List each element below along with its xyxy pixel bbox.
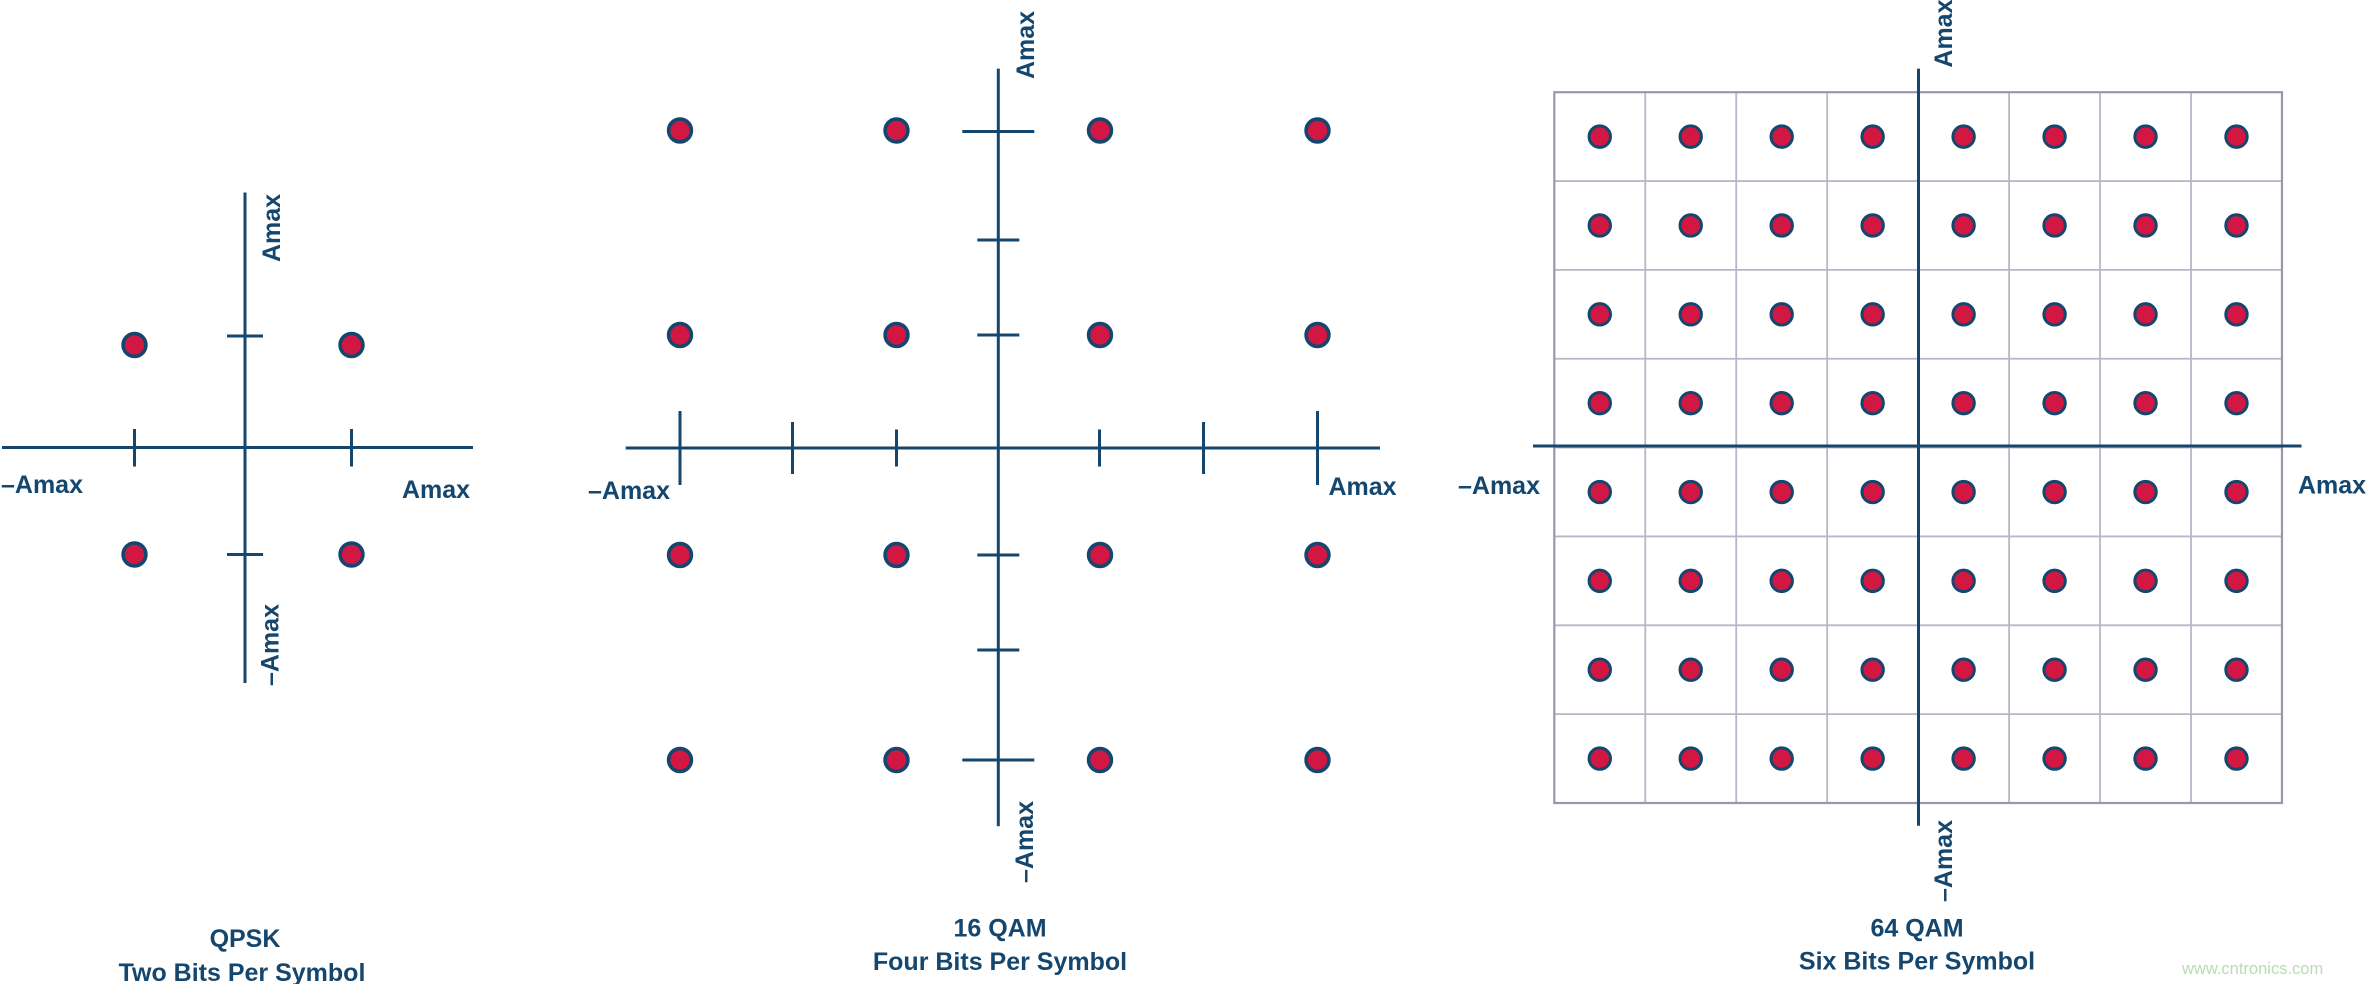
svg-text:–Amax: –Amax [257, 604, 285, 686]
svg-text:–Amax: –Amax [588, 477, 670, 505]
svg-text:QPSK: QPSK [210, 925, 281, 953]
svg-text:–Amax: –Amax [1930, 820, 1958, 902]
svg-text:Amax: Amax [1012, 11, 1040, 79]
svg-text:64 QAM: 64 QAM [1870, 915, 1963, 943]
svg-text:Amax: Amax [1329, 473, 1397, 501]
svg-text:Amax: Amax [1930, 0, 1958, 68]
svg-text:Amax: Amax [402, 476, 470, 504]
svg-text:www.cntronics.com: www.cntronics.com [2181, 960, 2323, 978]
svg-text:Amax: Amax [2298, 472, 2366, 500]
svg-text:Six Bits Per Symbol: Six Bits Per Symbol [1799, 948, 2035, 976]
svg-text:–Amax: –Amax [1011, 801, 1039, 883]
svg-text:Two Bits Per Symbol: Two Bits Per Symbol [119, 959, 366, 984]
svg-text:–Amax: –Amax [1, 471, 83, 499]
svg-text:Four Bits Per Symbol: Four Bits Per Symbol [873, 948, 1127, 976]
svg-text:–Amax: –Amax [1458, 472, 1540, 500]
svg-text:16 QAM: 16 QAM [953, 915, 1046, 943]
svg-text:Amax: Amax [258, 194, 286, 262]
